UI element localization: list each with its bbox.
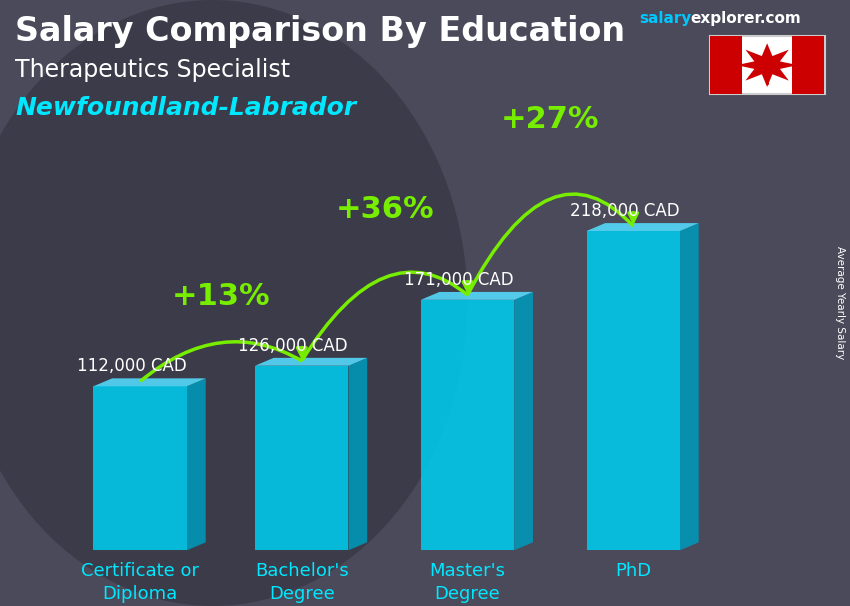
Text: +36%: +36% [335,195,434,224]
Text: Therapeutics Specialist: Therapeutics Specialist [15,58,291,82]
Text: Average Yearly Salary: Average Yearly Salary [835,247,845,359]
Text: Salary Comparison By Education: Salary Comparison By Education [15,15,626,48]
Text: +13%: +13% [172,282,270,311]
Polygon shape [94,386,187,550]
Text: salary: salary [639,11,692,26]
Polygon shape [514,292,533,550]
Polygon shape [94,378,206,386]
Text: 218,000 CAD: 218,000 CAD [570,202,679,220]
Polygon shape [680,223,699,550]
Text: 112,000 CAD: 112,000 CAD [76,358,187,375]
Bar [792,36,824,94]
Bar [710,36,824,94]
Polygon shape [348,358,367,550]
Polygon shape [421,292,533,300]
Text: Master's
Degree: Master's Degree [429,562,506,602]
Polygon shape [255,365,348,550]
Polygon shape [421,300,514,550]
Text: Newfoundland-Labrador: Newfoundland-Labrador [15,96,356,120]
Bar [710,36,742,94]
Polygon shape [586,231,680,550]
Text: Bachelor's
Degree: Bachelor's Degree [255,562,348,602]
Text: +27%: +27% [502,105,599,134]
Text: 171,000 CAD: 171,000 CAD [405,271,513,289]
Polygon shape [736,43,798,87]
Text: Certificate or
Diploma: Certificate or Diploma [82,562,199,602]
Ellipse shape [0,0,468,606]
Text: explorer.com: explorer.com [690,11,801,26]
Text: PhD: PhD [615,562,651,581]
Polygon shape [586,223,699,231]
Polygon shape [187,378,206,550]
Text: 126,000 CAD: 126,000 CAD [239,337,348,355]
Polygon shape [255,358,367,365]
